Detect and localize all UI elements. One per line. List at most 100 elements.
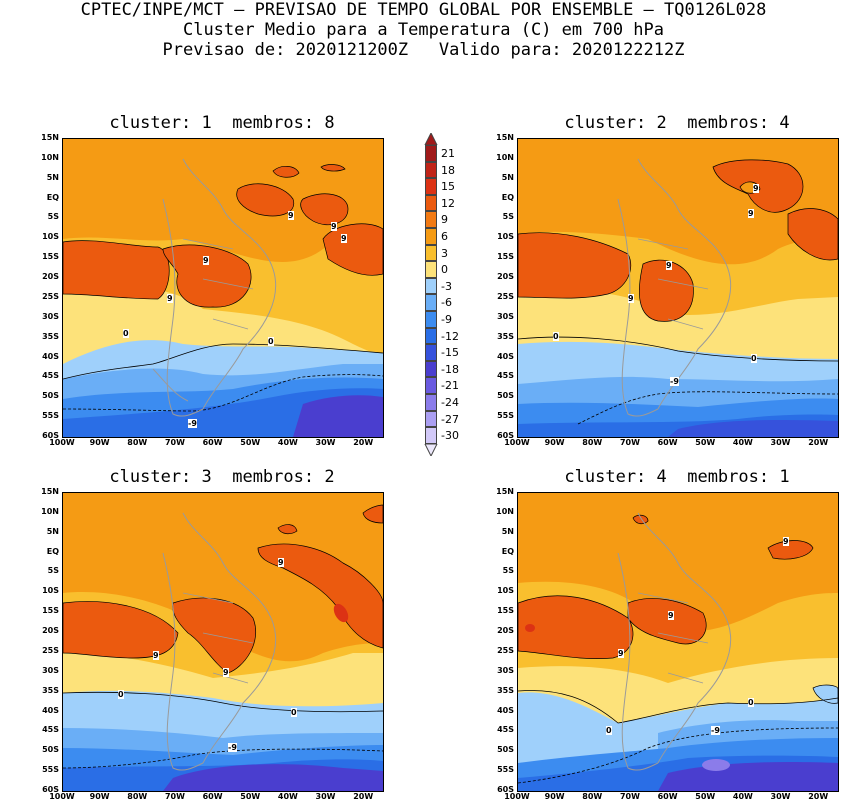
lat-label: 55S <box>42 411 59 421</box>
lon-label: 70W <box>164 792 185 801</box>
colorbar-bottom-arrow <box>424 443 438 456</box>
lat-label: 5N <box>46 172 59 182</box>
chart-title-line1: CPTEC/INPE/MCT — PREVISAO DE TEMPO GLOBA… <box>80 0 767 20</box>
colorbar-label: -6 <box>441 296 452 310</box>
lon-label: 80W <box>582 438 603 447</box>
lat-label: 20S <box>42 626 59 636</box>
colorbar-swatch <box>425 178 437 195</box>
lat-label: 25S <box>42 291 59 301</box>
lat-label: 15N <box>496 133 514 142</box>
lon-label: 100W <box>49 792 75 801</box>
lon-label: 80W <box>127 438 148 447</box>
panel-title-1: cluster: 1 membros: 8 <box>109 113 335 133</box>
map-svg-4 <box>518 493 838 791</box>
lon-label: 40W <box>732 438 753 447</box>
lat-label: 20S <box>42 272 59 282</box>
lat-label: 25S <box>497 291 514 301</box>
colorbar-label: -18 <box>441 362 459 376</box>
lon-label: 100W <box>504 438 530 447</box>
colorbar-swatch <box>425 360 437 378</box>
lon-label: 30W <box>770 438 791 447</box>
colorbar-label: -9 <box>441 313 452 326</box>
lon-label: 20W <box>353 792 374 801</box>
colorbar-label: 6 <box>441 230 448 243</box>
contour-label: -9 <box>711 726 720 735</box>
lat-label: 40S <box>42 351 59 361</box>
lat-label: 40S <box>497 705 514 715</box>
colorbar-label: -27 <box>441 412 459 426</box>
map-svg-3 <box>63 493 383 791</box>
contour-label: 9 <box>153 651 159 660</box>
colorbar-swatch <box>425 311 437 328</box>
contour-label: 9 <box>628 294 634 303</box>
lat-label: 40S <box>42 705 59 715</box>
colorbar-label: -24 <box>441 396 459 409</box>
colorbar-swatch <box>425 161 437 179</box>
colorbar-label: -12 <box>441 329 459 343</box>
contour-label: 0 <box>118 690 124 699</box>
lon-label: 90W <box>544 438 565 447</box>
contour-label: 9 <box>618 649 624 658</box>
contour-label: 0 <box>123 329 129 338</box>
lat-label: 5N <box>501 526 514 536</box>
lat-label: 50S <box>497 745 514 755</box>
colorbar-label: -21 <box>441 379 459 393</box>
lat-label: 30S <box>42 311 59 321</box>
lat-label: EQ <box>46 546 59 556</box>
contour-label: 9 <box>278 558 284 567</box>
lat-label: 20S <box>497 272 514 282</box>
colorbar-label: -3 <box>441 279 452 293</box>
map-panel-1: 9 9 9 9 9 0 0 -9 <box>62 138 384 438</box>
colorbar-swatch <box>425 410 437 428</box>
lat-label: 10S <box>42 586 59 596</box>
lon-label: 40W <box>277 438 298 447</box>
colorbar-swatch <box>425 194 437 212</box>
colorbar-top-arrow <box>424 133 438 145</box>
lat-label: 10N <box>41 506 59 516</box>
lat-label: 15S <box>42 606 59 616</box>
colorbar-swatch <box>425 327 437 345</box>
lon-label: 70W <box>164 438 185 447</box>
lon-label: 40W <box>732 792 753 801</box>
contour-label: -9 <box>670 377 679 386</box>
lat-label: 35S <box>497 331 514 341</box>
lat-label: 15S <box>42 252 59 262</box>
colorbar-swatch <box>425 394 437 411</box>
colorbar-label: 12 <box>441 196 455 210</box>
lat-label: 60S <box>497 431 514 440</box>
lon-label: 60W <box>202 792 223 801</box>
contour-label: 0 <box>751 354 757 363</box>
map-svg-2 <box>518 139 838 437</box>
colorbar-label: 9 <box>441 213 448 227</box>
lon-label: 80W <box>127 792 148 801</box>
colorbar-swatch <box>425 211 437 228</box>
color-legend: 21 18 15 12 9 6 3 0 -3 -6 -9 -12 -15 -18 -21 -24 -27 -30 <box>424 133 485 456</box>
contour-label: 9 <box>288 211 294 220</box>
contour-label: 9 <box>223 668 229 677</box>
contour-label: 9 <box>331 222 337 231</box>
contour-label: 9 <box>203 256 209 265</box>
lat-label: 10N <box>496 152 514 162</box>
contour-label: 0 <box>291 708 297 717</box>
lon-label: 60W <box>657 438 678 447</box>
lon-label: 90W <box>544 792 565 801</box>
lon-label: 40W <box>277 792 298 801</box>
map-panel-2: 9 9 9 9 0 0 -9 <box>517 138 839 438</box>
map-panel-3: 9 9 9 0 0 -9 <box>62 492 384 792</box>
contour-label: 9 <box>668 611 674 620</box>
lon-label: 100W <box>49 438 75 447</box>
colorbar-swatch <box>425 344 437 361</box>
contour-label: 0 <box>606 726 612 735</box>
colorbar-label: 18 <box>441 163 455 177</box>
lat-label: EQ <box>501 192 514 202</box>
lat-label: 10S <box>42 232 59 242</box>
lon-label: 90W <box>89 792 110 801</box>
contour-label: 9 <box>753 184 759 193</box>
contour-label: 9 <box>341 234 347 243</box>
lon-label: 20W <box>808 438 829 447</box>
lon-label: 100W <box>504 792 530 801</box>
lon-label: 20W <box>353 438 374 447</box>
lat-label: 50S <box>42 745 59 755</box>
chart-title-line3: Previsao de: 2020121200Z Valido para: 20… <box>162 40 685 60</box>
lat-label: 15S <box>497 252 514 262</box>
